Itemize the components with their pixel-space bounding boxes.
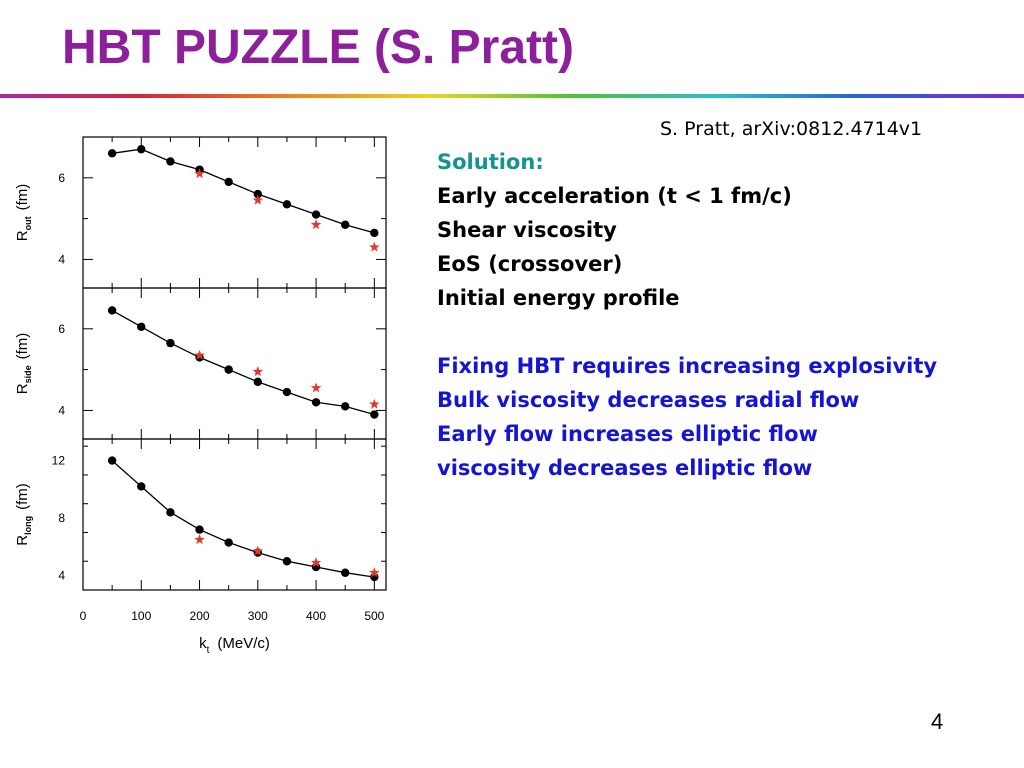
data-point	[137, 145, 146, 154]
conclusion-item: Fixing HBT requires increasing explosivi…	[437, 354, 938, 378]
data-point	[253, 189, 263, 199]
data-point	[166, 508, 175, 517]
y-axis-label: Rside(fm)	[14, 333, 33, 395]
rainbow-divider	[0, 94, 1024, 98]
data-point	[370, 228, 379, 238]
data-point	[341, 568, 350, 577]
star-point	[252, 545, 264, 556]
y-tick-label: 4	[58, 569, 65, 583]
solution-heading: Solution:	[437, 150, 544, 174]
notes-block: Solution: Early acceleration (t < 1 fm/c…	[437, 145, 937, 485]
data-point	[311, 210, 321, 219]
data-point	[224, 365, 233, 374]
data-point	[224, 538, 233, 547]
data-point	[107, 149, 117, 158]
star-point	[369, 567, 380, 578]
citation: S. Pratt, arXiv:0812.4714v1	[660, 118, 923, 140]
y-tick-label: 4	[58, 252, 65, 266]
y-tick-label: 8	[58, 511, 65, 525]
page-number: 4	[931, 709, 944, 734]
star-point	[252, 366, 264, 377]
y-tick-label: 4	[58, 403, 65, 417]
hbt-radii-figure: 4 6 Rout(fm) 4 6 Rside(fm) 4 8 12 Rlong(fm) 0 100 20…	[14, 136, 387, 656]
data-point	[282, 200, 292, 209]
star-point	[194, 534, 205, 545]
x-tick-label: 500	[364, 609, 384, 623]
star-point	[310, 557, 322, 568]
panel-frame	[82, 438, 387, 591]
data-point	[282, 557, 292, 566]
data-point	[166, 338, 175, 348]
x-tick-label: 400	[306, 609, 326, 623]
data-point	[137, 482, 146, 491]
data-point	[282, 387, 292, 397]
data-point	[107, 456, 117, 465]
data-point	[253, 377, 263, 387]
solution-item: Initial energy profile	[437, 286, 680, 310]
star-point	[310, 219, 322, 230]
data-point	[341, 220, 350, 229]
star-point	[310, 382, 322, 393]
star-point	[194, 168, 205, 179]
x-tick-label: 200	[190, 609, 210, 623]
conclusion-item: viscosity decreases elliptic flow	[437, 456, 813, 480]
star-point	[369, 241, 380, 252]
x-axis-label: kt (MeV/c)	[199, 635, 270, 656]
y-tick-label: 6	[58, 322, 65, 336]
y-axis-label: Rlong(fm)	[14, 483, 33, 546]
data-point	[341, 402, 350, 411]
data-point	[107, 306, 117, 315]
data-point	[311, 398, 321, 407]
data-point	[166, 157, 175, 166]
series-line	[111, 460, 375, 578]
conclusion-item: Early flow increases elliptic flow	[437, 422, 818, 446]
spacer	[437, 315, 937, 349]
solution-item: EoS (crossover)	[437, 252, 623, 276]
slide-title: HBT PUZZLE (S. Pratt)	[62, 21, 574, 74]
series-line	[111, 309, 375, 416]
x-tick-label: 300	[248, 609, 268, 623]
y-tick-label: 6	[58, 171, 65, 185]
series-line	[112, 148, 375, 234]
panel-frame	[82, 136, 387, 289]
data-point	[370, 410, 379, 419]
solution-item: Early acceleration (t < 1 fm/c)	[437, 184, 792, 208]
data-point	[224, 177, 233, 187]
star-point	[194, 349, 205, 360]
y-axis-label: Rout(fm)	[14, 184, 33, 242]
star-point	[252, 194, 264, 205]
conclusion-item: Bulk viscosity decreases radial flow	[437, 388, 860, 412]
data-point	[137, 322, 146, 331]
x-tick-label: 0	[80, 609, 87, 623]
x-tick-label: 100	[131, 609, 151, 623]
star-point	[369, 398, 380, 409]
panel-frame	[82, 287, 387, 440]
solution-item: Shear viscosity	[437, 218, 617, 242]
y-tick-label: 12	[52, 454, 66, 468]
data-point	[195, 525, 204, 534]
